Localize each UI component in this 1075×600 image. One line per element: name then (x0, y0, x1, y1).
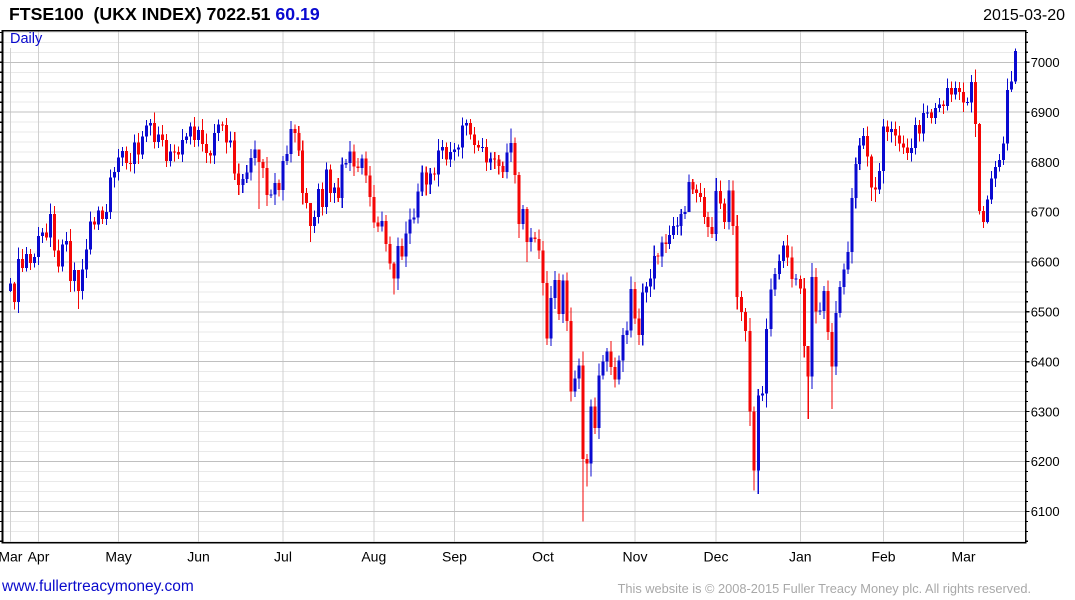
svg-text:7000: 7000 (1031, 55, 1060, 70)
svg-text:6300: 6300 (1031, 404, 1060, 419)
svg-text:Dec: Dec (704, 549, 729, 565)
svg-text:Feb: Feb (871, 549, 895, 565)
svg-text:6600: 6600 (1031, 255, 1060, 270)
svg-text:Sep: Sep (442, 549, 467, 565)
svg-text:Aug: Aug (361, 549, 386, 565)
svg-text:6800: 6800 (1031, 155, 1060, 170)
svg-text:6200: 6200 (1031, 454, 1060, 469)
svg-text:Apr: Apr (28, 549, 50, 565)
svg-text:6100: 6100 (1031, 504, 1060, 519)
svg-text:Oct: Oct (532, 549, 554, 565)
svg-text:Jan: Jan (789, 549, 812, 565)
svg-text:Nov: Nov (623, 549, 648, 565)
svg-text:Jul: Jul (274, 549, 292, 565)
svg-text:May: May (105, 549, 131, 565)
svg-text:6700: 6700 (1031, 205, 1060, 220)
svg-text:Mar: Mar (0, 549, 23, 565)
svg-text:Mar: Mar (951, 549, 975, 565)
svg-text:6500: 6500 (1031, 305, 1060, 320)
svg-text:Jun: Jun (187, 549, 210, 565)
svg-text:6900: 6900 (1031, 105, 1060, 120)
svg-text:6400: 6400 (1031, 354, 1060, 369)
